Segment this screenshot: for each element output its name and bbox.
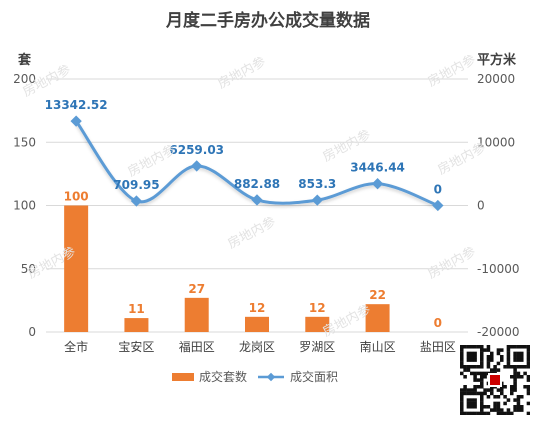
legend-bar-swatch [172,373,194,381]
bar-value-label: 12 [249,301,266,315]
line-value-label: 13342.52 [45,98,108,112]
y-left-tick-label: 150 [13,135,36,149]
line-point-盐田区 [432,199,444,212]
x-tick-label: 全市 [64,339,88,354]
y-left-tick-label: 50 [21,262,36,276]
bar-value-label: 12 [309,301,326,315]
y-right-tick-label: 0 [477,199,485,213]
line-value-label: 709.95 [113,178,159,192]
line-point-龙岗区 [251,194,263,206]
line-value-label: 0 [434,183,442,197]
qr-code [460,345,531,416]
y-right-unit-label: 平方米 [477,52,517,68]
line-point-罗湖区 [311,194,323,206]
x-tick-label: 龙岗区 [239,340,275,354]
line-series: 13342.52 709.95 6259.03 882.88 853.3 3446.44 0 [45,98,444,212]
y-left-unit-label: 套 [17,52,32,68]
y-right-tick-label: 10000 [477,135,515,149]
bar-series: 100 11 27 12 12 22 0 [64,190,442,332]
legend: 成交套数 成交面积 [172,369,338,384]
bar-value-label: 11 [128,302,145,316]
x-tick-label: 罗湖区 [299,339,335,354]
y-left-tick-label: 0 [28,325,36,339]
legend-bar-label: 成交套数 [199,369,247,384]
line-point-宝安区 [130,195,143,207]
bar-罗湖区 [305,316,330,332]
line-value-label: 6259.03 [169,143,224,157]
legend-line-marker [266,372,276,382]
line-point-南山区 [371,178,384,190]
line-point-福田区 [191,160,203,172]
y-right-axis: -20000 -10000 0 10000 20000 [477,72,520,339]
y-left-tick-label: 200 [13,72,36,86]
y-left-axis: 0 50 100 150 200 [13,72,36,339]
bar-南山区 [365,304,390,332]
x-tick-label: 南山区 [360,339,396,354]
line-value-label: 882.88 [234,177,280,191]
line-value-label: 3446.44 [350,161,405,175]
line-value-label: 853.3 [298,177,336,191]
chart-title: 月度二手房办公成交量数据 [165,10,370,31]
x-tick-label: 福田区 [179,339,215,354]
bar-value-label: 100 [64,190,89,204]
bar-宝安区 [124,318,149,332]
bar-福田区 [184,297,209,332]
x-tick-label: 盐田区 [420,340,456,354]
legend-line-label: 成交面积 [290,369,338,384]
bar-value-label: 22 [369,288,386,302]
y-right-tick-label: -20000 [477,325,520,339]
y-right-tick-label: 20000 [477,72,515,86]
y-right-tick-label: -10000 [477,262,520,276]
bar-value-label: 0 [434,316,442,330]
y-left-tick-label: 100 [13,199,36,213]
x-tick-label: 宝安区 [118,339,154,354]
bar-全市 [64,205,89,332]
bar-value-label: 27 [188,282,205,296]
bar-龙岗区 [245,316,269,332]
x-axis: 全市 宝安区 福田区 龙岗区 罗湖区 南山区 盐田区 [64,339,456,354]
